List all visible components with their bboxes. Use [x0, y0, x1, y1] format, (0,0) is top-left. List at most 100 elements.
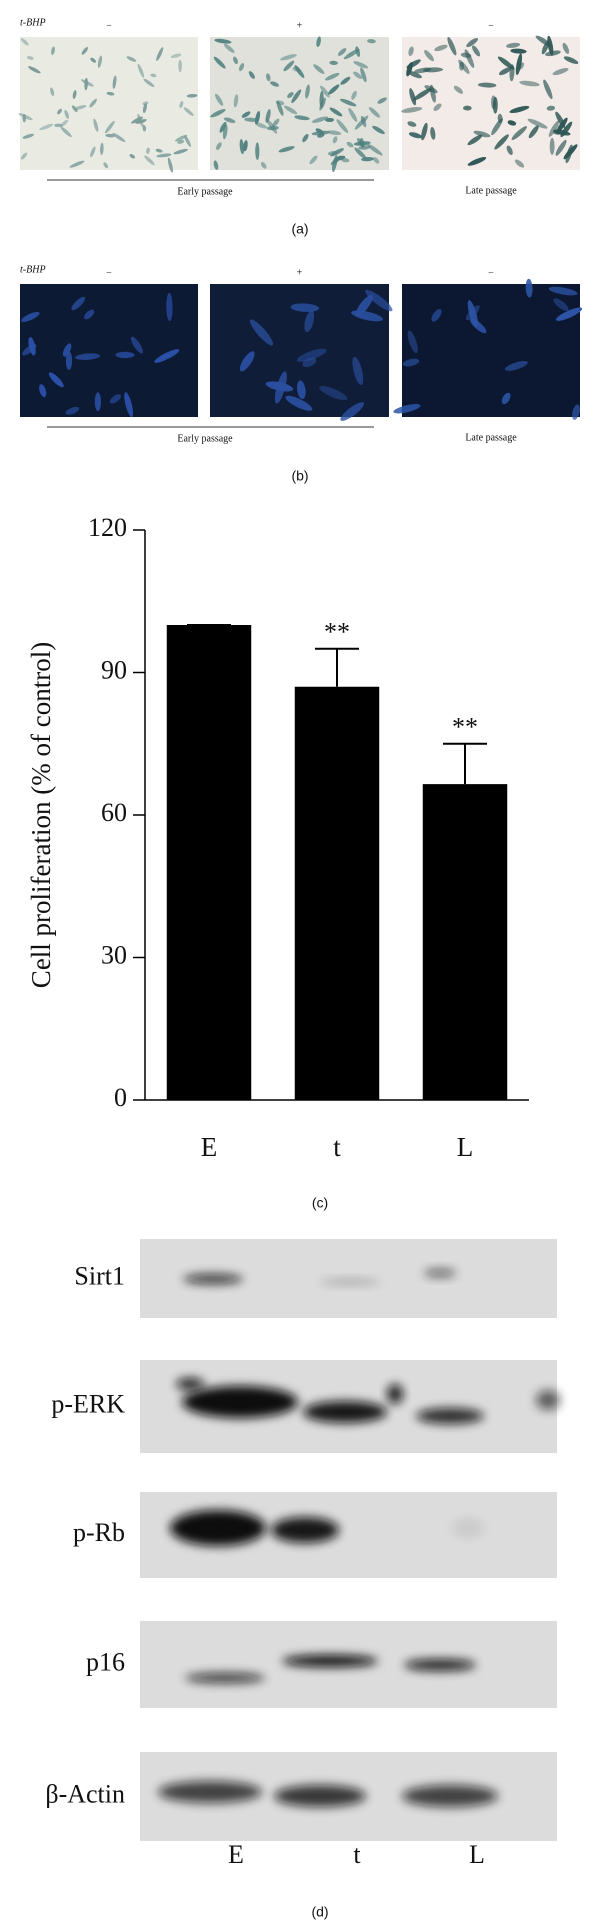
cell: [562, 42, 570, 54]
cell: [50, 87, 55, 97]
cell: [216, 142, 222, 150]
cell: [325, 72, 340, 81]
band: [282, 1655, 378, 1667]
cell: [527, 118, 548, 129]
cell: [21, 311, 40, 322]
cell: [330, 148, 344, 157]
cell: [266, 73, 271, 82]
bar: [166, 625, 252, 1100]
cell: [304, 310, 315, 333]
cell: [305, 84, 310, 99]
cell: [494, 134, 509, 150]
cell: [302, 133, 309, 143]
cell: [467, 157, 487, 166]
cell: [146, 147, 150, 154]
band: [182, 1386, 298, 1418]
cell: [501, 392, 511, 405]
panel-caption: (a): [291, 221, 308, 237]
lane-label: E: [228, 1840, 244, 1869]
cell: [498, 67, 512, 76]
cell: [424, 50, 434, 62]
micrograph-bg: [20, 37, 198, 170]
cell: [319, 97, 326, 111]
cell: [358, 145, 371, 150]
cell: [65, 351, 73, 370]
cell: [360, 67, 367, 83]
group-label: Late passage: [465, 432, 517, 443]
micrograph: [210, 36, 389, 173]
group-label: Early passage: [177, 433, 233, 444]
cell: [241, 111, 251, 118]
cell: [255, 142, 260, 161]
cell: [453, 85, 464, 94]
cell: [546, 105, 556, 111]
band: [452, 1518, 484, 1538]
cell: [65, 406, 80, 415]
cell: [233, 94, 239, 108]
cell: [260, 161, 267, 169]
cell: [377, 97, 387, 104]
cell: [373, 157, 380, 164]
cell: [313, 64, 325, 74]
cell: [552, 67, 569, 76]
cell: [239, 351, 255, 372]
micrograph: [18, 37, 198, 173]
cell: [510, 48, 527, 54]
cell: [28, 337, 36, 356]
cell: [525, 278, 533, 298]
cell: [434, 44, 448, 52]
band: [185, 1673, 265, 1683]
cell: [514, 159, 525, 168]
blot: [140, 1621, 557, 1708]
cell: [97, 55, 103, 68]
cell: [222, 124, 228, 140]
micrograph: [393, 278, 583, 420]
cell: [431, 309, 442, 322]
cell: [39, 123, 54, 131]
treatment-sign: −: [488, 267, 494, 278]
cell: [290, 303, 320, 312]
cell: [174, 134, 188, 142]
band: [158, 1781, 262, 1803]
cell: [280, 54, 297, 61]
cell: [294, 65, 305, 79]
cell: [131, 116, 144, 124]
cell: [354, 147, 367, 159]
y-tick-label: 120: [88, 513, 127, 542]
cell: [215, 93, 224, 106]
cell: [320, 85, 330, 98]
cell: [555, 139, 567, 156]
cell: [239, 63, 245, 72]
cell: [57, 108, 62, 115]
cell: [239, 139, 245, 155]
cell: [89, 98, 97, 108]
cell: [348, 107, 358, 123]
cell: [156, 47, 164, 61]
cell: [20, 152, 28, 160]
cell: [223, 43, 235, 53]
band: [271, 1517, 339, 1543]
cell: [22, 133, 35, 139]
cell: [316, 36, 321, 48]
cell: [244, 117, 259, 122]
cell: [504, 360, 528, 371]
blot: [140, 1360, 560, 1453]
cell: [368, 107, 380, 118]
cell: [517, 62, 525, 70]
cell: [528, 125, 539, 139]
blot: [140, 1239, 557, 1318]
cell: [266, 125, 279, 131]
cell: [90, 57, 96, 63]
cell: [339, 98, 357, 107]
cell: [84, 77, 88, 91]
cell: [233, 56, 238, 65]
cell: [472, 45, 481, 57]
cell: [142, 102, 147, 114]
cell: [106, 91, 115, 96]
cell: [93, 118, 99, 132]
treatment-sign: −: [488, 20, 494, 31]
cell: [154, 349, 180, 363]
cell: [311, 116, 329, 123]
blot: [140, 1752, 557, 1841]
